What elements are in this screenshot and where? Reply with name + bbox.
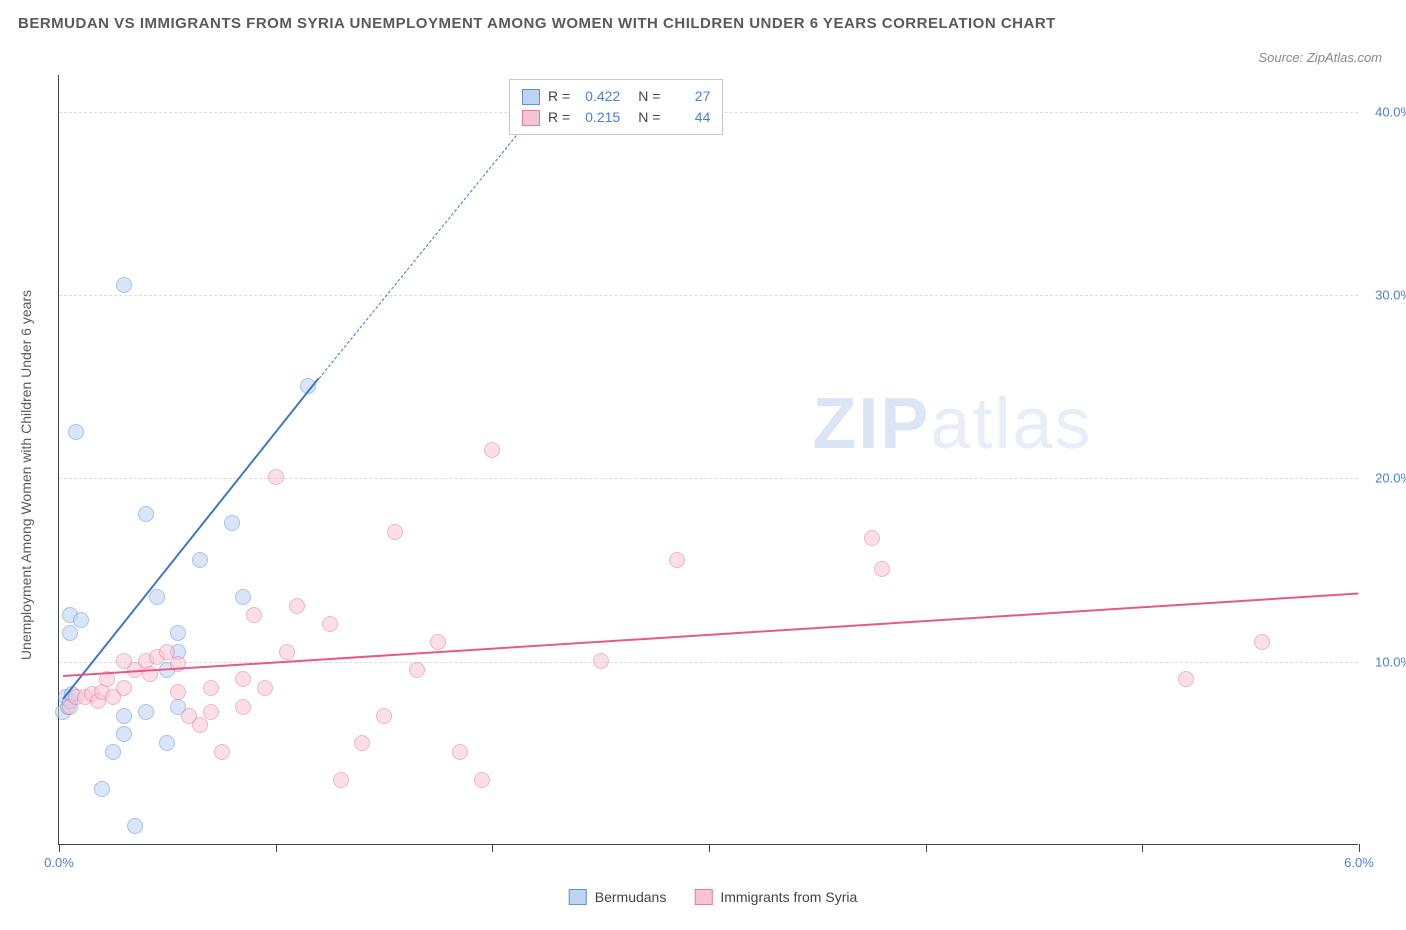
scatter-point [333,772,349,788]
scatter-point [105,744,121,760]
stat-r-label: R = [548,107,570,128]
scatter-point [246,607,262,623]
watermark-light: atlas [930,384,1092,464]
scatter-point [170,625,186,641]
scatter-point [235,699,251,715]
scatter-point [484,442,500,458]
legend: Bermudans Immigrants from Syria [569,889,858,905]
scatter-point [257,680,273,696]
scatter-point [874,561,890,577]
scatter-point [322,616,338,632]
scatter-point [116,680,132,696]
stats-row: R = 0.215 N = 44 [522,107,710,128]
y-axis-label: Unemployment Among Women with Children U… [18,290,34,660]
stat-r-value: 0.215 [578,107,620,128]
x-tick [276,844,277,852]
scatter-point [224,515,240,531]
scatter-point [62,625,78,641]
scatter-point [138,704,154,720]
scatter-point [279,644,295,660]
scatter-point [387,524,403,540]
x-tick-label: 6.0% [1344,855,1374,870]
source-attribution: Source: ZipAtlas.com [1258,50,1382,65]
x-tick [1142,844,1143,852]
y-tick-label: 30.0% [1375,288,1406,303]
scatter-point [94,781,110,797]
scatter-point [149,589,165,605]
scatter-point [203,704,219,720]
scatter-point [452,744,468,760]
scatter-point [214,744,230,760]
scatter-point [289,598,305,614]
y-tick-label: 20.0% [1375,471,1406,486]
trend-line [63,592,1359,676]
legend-label: Bermudans [595,889,667,905]
legend-swatch [569,889,587,905]
stats-box: R = 0.422 N = 27 R = 0.215 N = 44 [509,79,723,135]
scatter-point [1178,671,1194,687]
scatter-point [142,666,158,682]
watermark: ZIPatlas [812,383,1092,465]
scatter-point [192,552,208,568]
scatter-point [68,424,84,440]
scatter-point [474,772,490,788]
scatter-point [354,735,370,751]
legend-label: Immigrants from Syria [720,889,857,905]
scatter-point [268,469,284,485]
stat-n-value: 44 [668,107,710,128]
y-tick-label: 10.0% [1375,654,1406,669]
gridline [59,295,1358,296]
legend-item: Immigrants from Syria [694,889,857,905]
x-tick [492,844,493,852]
scatter-point [116,277,132,293]
scatter-point [1254,634,1270,650]
y-tick-label: 40.0% [1375,104,1406,119]
scatter-point [409,662,425,678]
watermark-bold: ZIP [812,384,930,464]
chart-title: BERMUDAN VS IMMIGRANTS FROM SYRIA UNEMPL… [18,12,1056,36]
stat-n-value: 27 [668,86,710,107]
scatter-point [593,653,609,669]
scatter-point [864,530,880,546]
chart-area: Unemployment Among Women with Children U… [48,75,1378,875]
scatter-point [159,735,175,751]
scatter-point [192,717,208,733]
scatter-point [116,708,132,724]
scatter-point [235,671,251,687]
scatter-point [73,612,89,628]
stats-swatch [522,89,540,105]
scatter-point [127,818,143,834]
scatter-point [203,680,219,696]
scatter-point [235,589,251,605]
stats-row: R = 0.422 N = 27 [522,86,710,107]
stat-r-label: R = [548,86,570,107]
scatter-point [170,684,186,700]
legend-swatch [694,889,712,905]
scatter-point [116,653,132,669]
scatter-plot: ZIPatlas 10.0%20.0%30.0%40.0%0.0%6.0%R =… [58,75,1358,845]
x-tick [926,844,927,852]
stats-swatch [522,110,540,126]
stat-n-label: N = [638,107,660,128]
scatter-point [430,634,446,650]
x-tick-label: 0.0% [44,855,74,870]
legend-item: Bermudans [569,889,667,905]
x-tick [709,844,710,852]
scatter-point [138,506,154,522]
gridline [59,478,1358,479]
stat-n-label: N = [638,86,660,107]
stat-r-value: 0.422 [578,86,620,107]
scatter-point [376,708,392,724]
x-tick [1359,844,1360,852]
scatter-point [116,726,132,742]
x-tick [59,844,60,852]
scatter-point [669,552,685,568]
